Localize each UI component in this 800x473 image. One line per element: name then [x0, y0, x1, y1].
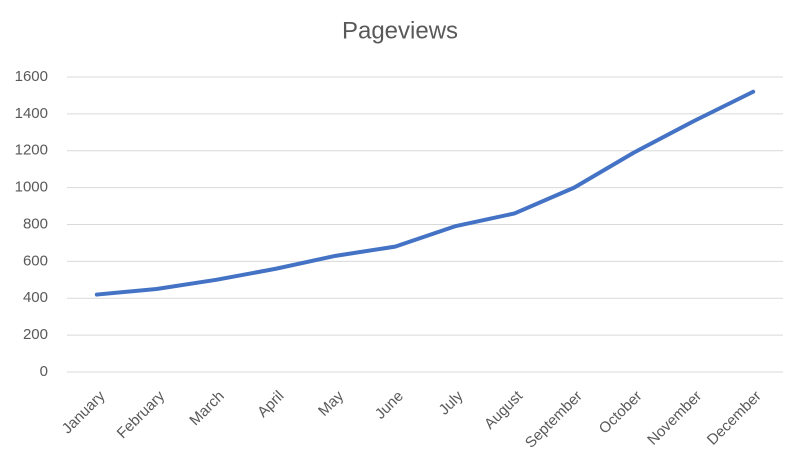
y-tick-label: 0	[40, 363, 48, 380]
x-tick-label: October	[596, 388, 646, 438]
y-tick-label: 800	[23, 215, 48, 232]
x-tick-label: November	[644, 388, 705, 449]
x-tick-label: March	[186, 388, 227, 429]
x-tick-label: December	[704, 388, 765, 449]
x-tick-label: September	[522, 388, 586, 452]
y-tick-label: 600	[23, 252, 48, 269]
y-tick-label: 1400	[15, 105, 48, 122]
data-line	[94, 89, 756, 297]
y-tick-label: 400	[23, 289, 48, 306]
x-tick-label: February	[114, 387, 169, 442]
chart-title: Pageviews	[342, 17, 458, 44]
x-tick-label: August	[481, 387, 527, 433]
x-tick-label: July	[436, 387, 467, 418]
x-tick-label: January	[59, 387, 109, 437]
y-tick-label: 1600	[15, 68, 48, 85]
x-tick-label: April	[254, 388, 287, 421]
x-tick-label: June	[372, 388, 407, 423]
y-tick-label: 200	[23, 326, 48, 343]
y-tick-label: 1000	[15, 179, 48, 196]
y-tick-label: 1200	[15, 142, 48, 159]
x-tick-label: May	[315, 387, 347, 419]
